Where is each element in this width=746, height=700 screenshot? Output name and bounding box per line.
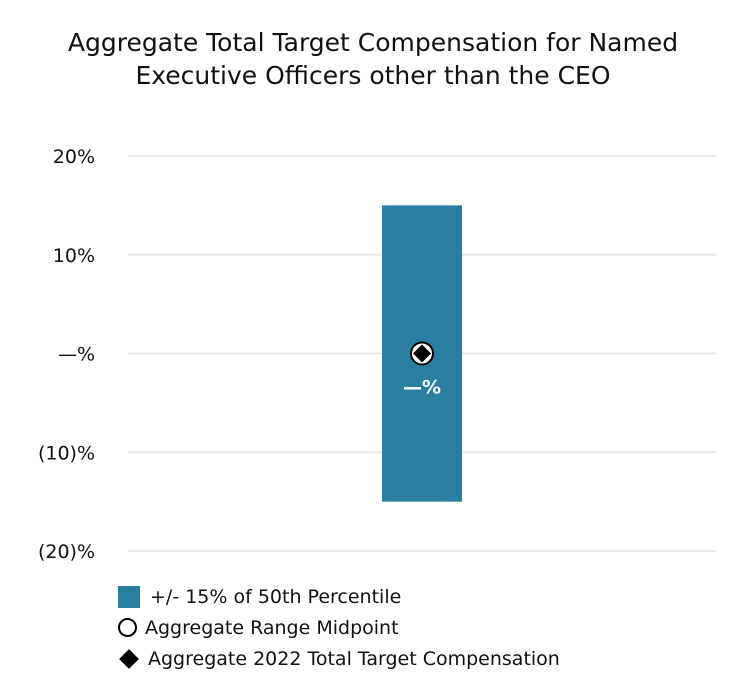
- circle-marker-icon: [118, 618, 137, 637]
- legend-item-actual: Aggregate 2022 Total Target Compensation: [118, 643, 560, 674]
- actual-marker: [413, 344, 431, 363]
- y-tick-label: —%: [58, 344, 95, 366]
- legend-label-range: +/- 15% of 50th Percentile: [150, 585, 402, 608]
- chart-title: Aggregate Total Target Compensation for …: [67, 28, 679, 90]
- legend: +/- 15% of 50th Percentile Aggregate Ran…: [118, 581, 560, 674]
- legend-item-range: +/- 15% of 50th Percentile: [118, 581, 560, 612]
- legend-label-midpoint: Aggregate Range Midpoint: [145, 616, 399, 639]
- legend-item-midpoint: Aggregate Range Midpoint: [118, 612, 560, 643]
- legend-label-actual: Aggregate 2022 Total Target Compensation: [148, 647, 560, 670]
- y-tick-label: (20)%: [38, 541, 95, 563]
- y-tick-label: (10)%: [38, 442, 95, 464]
- y-tick-label: 10%: [53, 245, 95, 267]
- diamond-marker-icon: [119, 648, 139, 669]
- legend-swatch-bar: [118, 585, 140, 608]
- data-label: —%: [403, 377, 441, 399]
- y-tick-label: 20%: [53, 146, 95, 168]
